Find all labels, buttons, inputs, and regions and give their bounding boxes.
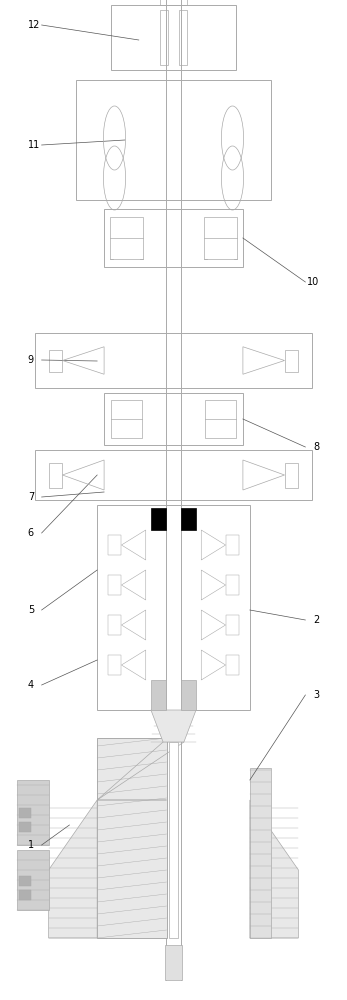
Bar	[204, 217, 237, 259]
Text: 2: 2	[313, 615, 319, 625]
Bar	[151, 680, 166, 710]
Bar	[181, 508, 196, 530]
Text: 12: 12	[28, 20, 40, 30]
Text: 1: 1	[28, 840, 34, 850]
Polygon shape	[250, 800, 298, 938]
Text: 5: 5	[28, 605, 34, 615]
Bar	[111, 5, 236, 70]
Text: 9: 9	[28, 355, 34, 365]
Bar	[169, 742, 178, 938]
Bar	[250, 768, 271, 938]
Bar	[108, 575, 121, 595]
Bar	[35, 450, 312, 500]
Text: 8: 8	[313, 442, 319, 452]
Bar	[49, 462, 62, 488]
Bar	[226, 575, 239, 595]
Bar	[19, 808, 31, 818]
Bar	[226, 655, 239, 675]
Bar	[226, 535, 239, 555]
Bar	[285, 350, 298, 371]
Polygon shape	[49, 800, 97, 938]
Bar	[108, 615, 121, 635]
Polygon shape	[151, 710, 196, 742]
Text: 10: 10	[307, 277, 319, 287]
Bar	[104, 209, 243, 267]
Bar	[111, 400, 142, 438]
Text: 3: 3	[313, 690, 319, 700]
Bar	[110, 217, 143, 259]
Bar	[104, 393, 243, 445]
Bar	[17, 850, 49, 910]
Bar	[108, 655, 121, 675]
Text: 11: 11	[28, 140, 40, 150]
Bar	[160, 0, 187, 5]
Bar	[19, 876, 31, 886]
Text: 7: 7	[28, 492, 34, 502]
Bar	[108, 535, 121, 555]
Bar	[285, 462, 298, 488]
Bar	[165, 945, 182, 980]
FancyBboxPatch shape	[97, 738, 167, 938]
Bar	[179, 10, 187, 65]
Bar	[181, 680, 196, 710]
Bar	[226, 615, 239, 635]
Bar	[76, 80, 271, 200]
Text: 4: 4	[28, 680, 34, 690]
Bar	[19, 822, 31, 832]
Bar	[49, 350, 62, 371]
Bar	[151, 508, 166, 530]
Bar	[35, 333, 312, 388]
Bar	[205, 400, 236, 438]
Bar	[160, 10, 168, 65]
Bar	[19, 890, 31, 900]
Bar	[97, 505, 250, 710]
Bar	[17, 780, 49, 845]
Text: 6: 6	[28, 528, 34, 538]
